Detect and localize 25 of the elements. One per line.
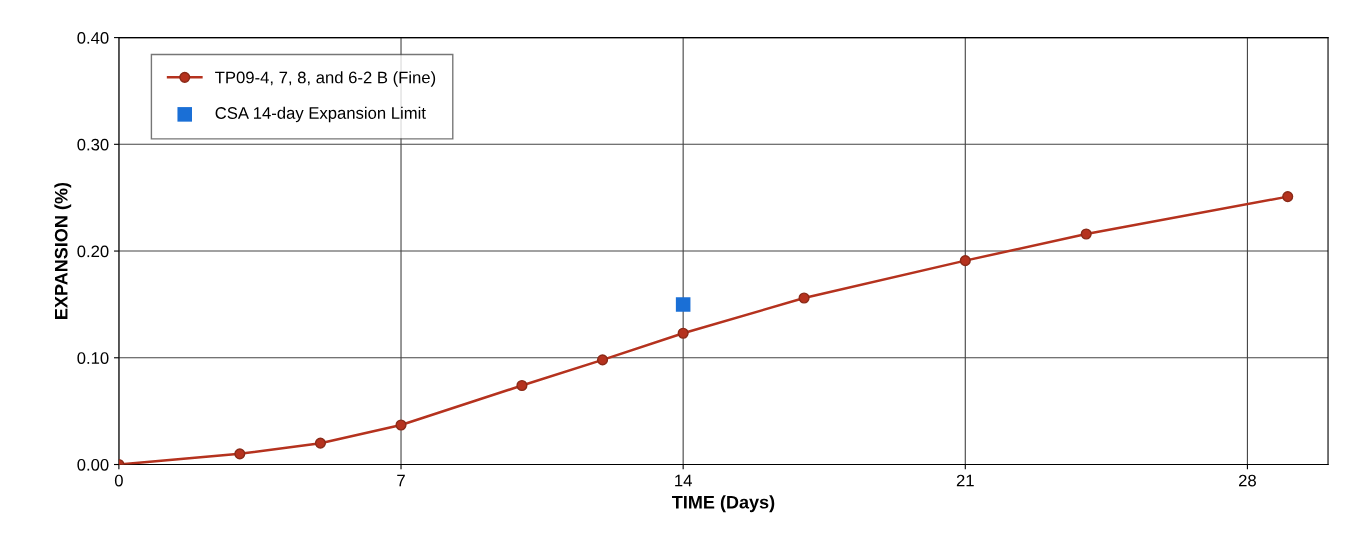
x-tick-label: 21 [956,474,974,487]
y-tick-label: 0.20 [77,245,109,258]
legend-label: TP09-4, 7, 8, and 6-2 B (Fine) [215,71,436,87]
x-tick-label: 28 [1238,474,1256,487]
point [395,419,407,431]
y-tick-label: 0.10 [77,352,109,364]
x-axis-title: TIME (Days) [672,495,775,513]
x-tick-label: 14 [675,474,692,487]
point [959,255,971,267]
point [1282,191,1294,203]
y-tick-label: 0.00 [77,458,109,471]
y-axis-title: EXPANSION (%) [54,182,72,319]
y-tick-label: 0.40 [77,31,109,44]
point [596,354,609,366]
point [675,297,691,312]
x-tick-label: 0 [114,474,123,487]
y-tick-label: 0.30 [77,138,109,151]
point [677,327,689,339]
x-tick-label: 7 [397,474,405,487]
point [516,379,528,392]
point [314,437,326,449]
point [798,292,810,304]
legend-label: CSA 14-day Expansion Limit [215,106,426,123]
point [1080,228,1092,240]
point [234,448,246,460]
